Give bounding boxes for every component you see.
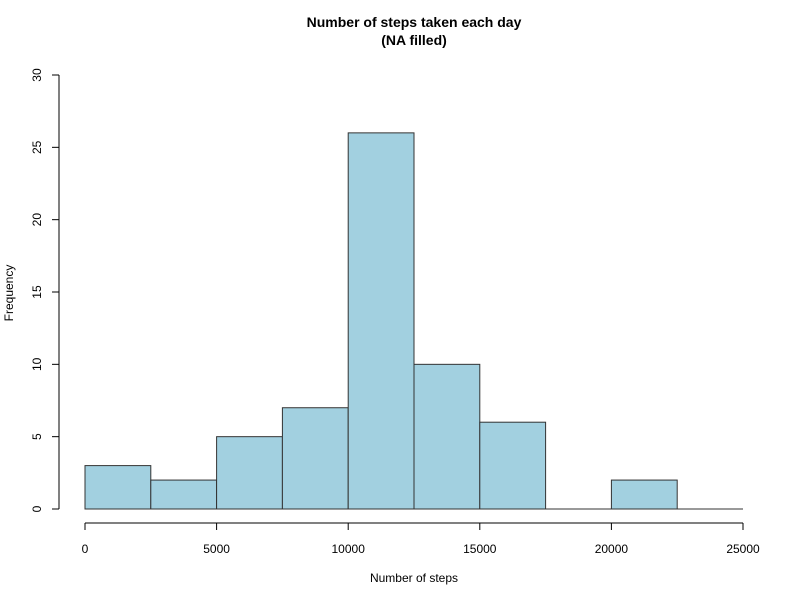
bars-group: [84, 132, 743, 510]
y-tick-label: 0: [30, 505, 44, 512]
histogram-bar-4: [347, 132, 415, 510]
x-tick-label: 15000: [463, 542, 497, 556]
y-axis-label: Frequency: [2, 265, 16, 322]
histogram-bar-8: [610, 479, 678, 510]
y-axis: 0 5 10 15 20 25 30: [30, 68, 60, 512]
y-tick-label: 10: [30, 357, 44, 371]
y-tick-label: 20: [30, 213, 44, 227]
chart-subtitle: (NA filled): [381, 32, 447, 48]
histogram-bar-3: [281, 407, 349, 510]
histogram-bar-0: [84, 465, 152, 510]
y-tick-label: 5: [30, 433, 44, 440]
x-axis: 0 5000 10000 15000 20000 25000: [82, 522, 760, 556]
histogram-bar-1: [150, 479, 218, 510]
histogram-bar-2: [216, 436, 283, 510]
x-tick-label: 5000: [203, 542, 230, 556]
x-tick-label: 10000: [332, 542, 366, 556]
x-axis-label: Number of steps: [370, 571, 458, 585]
x-tick-label: 25000: [726, 542, 760, 556]
x-tick-label: 0: [82, 542, 89, 556]
y-tick-label: 30: [30, 68, 44, 82]
y-tick-label: 25: [30, 140, 44, 154]
histogram-bar-6: [479, 421, 547, 510]
chart-title: Number of steps taken each day: [307, 14, 522, 30]
x-tick-label: 20000: [595, 542, 629, 556]
histogram-bar-5: [413, 363, 481, 510]
y-tick-label: 15: [30, 285, 44, 299]
